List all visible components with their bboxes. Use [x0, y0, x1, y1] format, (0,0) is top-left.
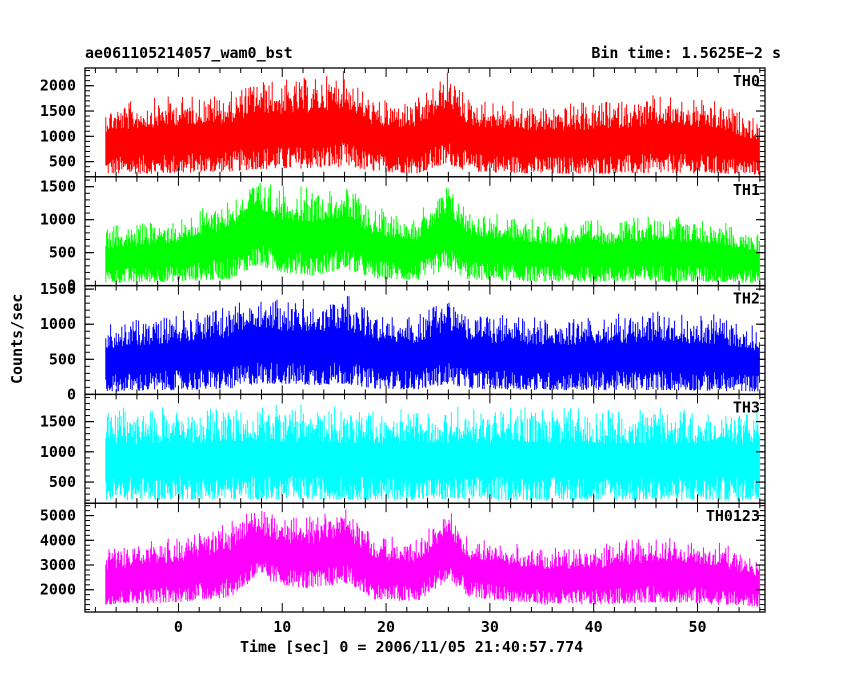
y-tick-label: 500 — [49, 244, 76, 262]
y-tick-label: 500 — [49, 350, 76, 368]
x-tick-label: 40 — [585, 618, 603, 636]
y-tick-label: 2000 — [40, 77, 76, 95]
y-tick-label: 1500 — [40, 102, 76, 120]
y-tick-label: 1500 — [40, 280, 76, 298]
y-tick-label: 5000 — [40, 507, 76, 525]
y-tick-label: 1500 — [40, 413, 76, 431]
panel-label-th3: TH3 — [733, 398, 760, 416]
x-axis-label: Time [sec] 0 = 2006/11/05 21:40:57.774 — [240, 638, 584, 656]
series-th0123 — [105, 509, 760, 607]
y-tick-label: 0 — [67, 385, 76, 403]
panel-label-th0: TH0 — [733, 72, 760, 90]
y-tick-label: 1000 — [40, 315, 76, 333]
panel-label-th1: TH1 — [733, 181, 760, 199]
chart-title: ae061105214057_wam0_bst — [85, 44, 293, 62]
y-tick-label: 1000 — [40, 211, 76, 229]
y-tick-label: 4000 — [40, 531, 76, 549]
x-tick-label: 10 — [273, 618, 291, 636]
x-tick-label: 20 — [377, 618, 395, 636]
y-tick-label: 1000 — [40, 443, 76, 461]
y-axis-label: Counts/sec — [8, 293, 26, 384]
y-tick-label: 2000 — [40, 581, 76, 599]
bin-time-label: Bin time: 1.5625E−2 s — [591, 44, 781, 62]
y-tick-label: 0 — [67, 277, 76, 295]
panel-frame-th0123 — [84, 502, 766, 613]
y-tick-label: 1000 — [40, 127, 76, 145]
y-tick-label: 1500 — [40, 178, 76, 196]
y-tick-label: 3000 — [40, 556, 76, 574]
x-tick-label: 50 — [688, 618, 706, 636]
series-th2 — [105, 296, 760, 392]
panel-label-th2: TH2 — [733, 290, 760, 308]
series-th3 — [105, 404, 760, 501]
y-tick-label: 500 — [49, 153, 76, 171]
series-th1 — [105, 182, 760, 283]
x-tick-label: 30 — [481, 618, 499, 636]
panel-label-th0123: TH0123 — [706, 507, 760, 525]
x-tick-label: 0 — [174, 618, 183, 636]
y-tick-label: 500 — [49, 473, 76, 491]
series-th0 — [105, 71, 760, 175]
